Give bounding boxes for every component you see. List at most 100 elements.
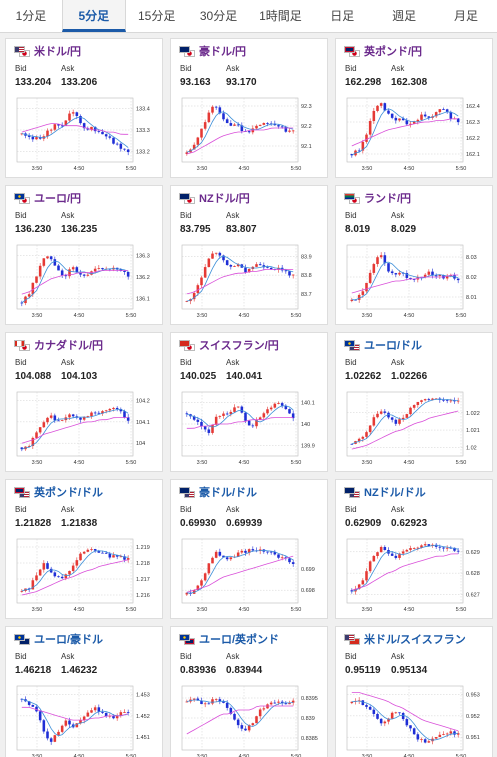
x-tick-label: 3:50: [32, 166, 43, 172]
candlestick-chart[interactable]: 1.453 1.452 1.451 3:50 4:50 5:50: [12, 684, 158, 757]
candle-down: [383, 411, 387, 413]
pair-name[interactable]: ユーロ/英ポンド: [199, 634, 280, 646]
ma-short-line: [351, 398, 459, 445]
tab-15m[interactable]: 15分足: [138, 9, 176, 23]
candle-up: [247, 549, 251, 553]
candle-down: [38, 137, 42, 139]
x-tick-label: 3:50: [197, 166, 208, 172]
candle-up: [409, 123, 412, 125]
currency-card[interactable]: 英ポンド/ドル Bid Ask 1.21828 1.21838 1.219 1.218 1.2…: [5, 479, 163, 619]
y-tick-label: 1.022: [466, 411, 480, 417]
candlestick-chart[interactable]: 8.03 8.02 8.01 3:50 4:50 5:50: [342, 243, 488, 321]
candlestick-chart[interactable]: 0.699 0.698 3:50 4:50 5:50: [177, 537, 323, 615]
pair-name[interactable]: NZドル/円: [199, 193, 250, 205]
currency-card[interactable]: ユーロ/ドル Bid Ask 1.02262 1.02266 1.022 1.021 1.02…: [335, 332, 493, 472]
pair-name[interactable]: 英ポンド/円: [364, 46, 423, 58]
candle-down: [112, 137, 115, 144]
currency-card[interactable]: 米ドル/スイスフラン Bid Ask 0.95119 0.95134 0.953 0.952…: [335, 626, 493, 757]
ma-long-line: [186, 555, 294, 593]
candlestick-chart[interactable]: 0.8395 0.839 0.8385 3:50 4:50 5:50: [177, 684, 323, 757]
tab-5m[interactable]: 5分足: [61, 0, 126, 32]
candle-up: [108, 408, 112, 411]
currency-card[interactable]: 英ポンド/円 Bid Ask 162.298 162.308 162.4 162.3 162.…: [335, 38, 493, 178]
x-tick-label: 5:50: [456, 607, 467, 613]
pair-name[interactable]: カナダドル/円: [34, 340, 104, 352]
tab-1h[interactable]: 1時間足: [259, 9, 302, 23]
candle-up: [35, 432, 38, 438]
pair-name[interactable]: 豪ドル/ドル: [199, 487, 258, 499]
ask-label: Ask: [61, 358, 75, 367]
eu-flag-icon: [344, 339, 355, 347]
currency-card[interactable]: 豪ドル/ドル Bid Ask 0.69930 0.69939 0.699 0.698 3:50…: [170, 479, 328, 619]
candle-down: [53, 572, 57, 577]
ma-long-line: [351, 692, 459, 732]
pair-name[interactable]: スイスフラン/円: [199, 340, 279, 352]
candlestick-chart[interactable]: 104.2 104.1 104 3:50 4:50 5:50: [12, 390, 158, 468]
currency-card[interactable]: スイスフラン/円 Bid Ask 140.025 140.041 140.1 140 139.…: [170, 332, 328, 472]
x-tick-label: 4:50: [74, 607, 85, 613]
y-tick-label: 0.953: [466, 693, 480, 699]
y-tick-label: 0.951: [466, 735, 480, 741]
tab-daily[interactable]: 日足: [330, 9, 355, 23]
candlestick-chart[interactable]: 1.022 1.021 1.02 3:50 4:50 5:50: [342, 390, 488, 468]
flag-icon: [344, 633, 360, 645]
y-tick-label: 162.1: [466, 152, 480, 158]
pair-name[interactable]: NZドル/ドル: [364, 487, 426, 499]
tab-1m[interactable]: 1分足: [15, 9, 47, 23]
currency-card[interactable]: 米ドル/円 Bid Ask 133.204 133.206 133.4 133.3 133.2…: [5, 38, 163, 178]
tab-weekly[interactable]: 週足: [392, 9, 417, 23]
candlestick-chart[interactable]: 0.629 0.628 0.627 3:50 4:50 5:50: [342, 537, 488, 615]
bid-value: 133.204: [15, 77, 52, 88]
pair-name[interactable]: ユーロ/円: [34, 193, 82, 205]
candlestick-chart[interactable]: 0.953 0.952 0.951 3:50 4:50 5:50: [342, 684, 488, 757]
candlestick-chart[interactable]: 83.9 83.8 83.7 3:50 4:50 5:50: [177, 243, 323, 321]
candle-up: [71, 267, 75, 270]
tab-30m[interactable]: 30分足: [199, 9, 238, 23]
candle-up: [365, 432, 368, 437]
x-tick-label: 5:50: [291, 313, 302, 319]
candle-up: [277, 403, 280, 404]
pair-name[interactable]: ランド/円: [364, 193, 412, 205]
currency-card[interactable]: ユーロ/英ポンド Bid Ask 0.83936 0.83944 0.8395 0.839 0…: [170, 626, 328, 757]
candle-up: [68, 570, 71, 575]
candlestick-chart[interactable]: 162.4 162.3 162.2 162.1 3:50 4:50 5:50: [342, 96, 488, 174]
pair-name[interactable]: 米ドル/スイスフラン: [364, 634, 466, 646]
ma-short-line: [21, 116, 129, 148]
candle-up: [93, 268, 97, 272]
nz-flag-icon: [179, 192, 190, 200]
candlestick-chart[interactable]: 133.4 133.3 133.2 3:50 4:50 5:50: [12, 96, 158, 174]
currency-card[interactable]: 豪ドル/円 Bid Ask 93.163 93.170 92.3 92.2 92.1 3:50 4…: [170, 38, 328, 178]
ma-long-line: [351, 274, 459, 294]
currency-card[interactable]: カナダドル/円 Bid Ask 104.088 104.103 104.2 104.1 104…: [5, 332, 163, 472]
pair-name[interactable]: 米ドル/円: [34, 46, 82, 58]
candlestick-chart[interactable]: 1.219 1.218 1.217 1.216 3:50 4:50 5:50: [12, 537, 158, 615]
currency-card[interactable]: NZドル/円 Bid Ask 83.795 83.807 83.9 83.8 83.7 3:50…: [170, 185, 328, 325]
currency-card[interactable]: ランド/円 Bid Ask 8.019 8.029 8.03 8.02 8.01 3:50 4:5…: [335, 185, 493, 325]
tab-monthly[interactable]: 月足: [454, 9, 479, 23]
ma-long-line: [21, 417, 129, 444]
candle-down: [409, 725, 412, 729]
currency-card[interactable]: ユーロ/豪ドル Bid Ask 1.46218 1.46232 1.453 1.452 1.4…: [5, 626, 163, 757]
pair-name[interactable]: ユーロ/豪ドル: [34, 634, 104, 646]
candle-down: [284, 270, 288, 272]
candle-up: [38, 427, 42, 433]
currency-card[interactable]: ユーロ/円 Bid Ask 136.230 136.235 136.3 136.2 136.1…: [5, 185, 163, 325]
currency-card[interactable]: NZドル/ドル Bid Ask 0.62909 0.62923 0.629 0.628 0.6…: [335, 479, 493, 619]
candlestick-chart[interactable]: 140.1 140 139.9 3:50 4:50 5:50: [177, 390, 323, 468]
candle-up: [27, 445, 31, 447]
candlestick-chart[interactable]: 136.3 136.2 136.1 3:50 4:50 5:50: [12, 243, 158, 321]
ask-value: 0.83944: [226, 665, 263, 676]
pair-name[interactable]: 英ポンド/ドル: [34, 487, 104, 499]
candle-down: [284, 703, 288, 705]
y-tick-label: 1.02: [466, 445, 477, 451]
candle-down: [412, 279, 416, 280]
candle-down: [123, 148, 126, 150]
candle-up: [434, 112, 438, 117]
pair-name[interactable]: ユーロ/ドル: [364, 340, 423, 352]
ask-label: Ask: [61, 505, 75, 514]
candle-up: [357, 294, 361, 300]
bid-label: Bid: [15, 358, 27, 367]
candle-down: [53, 415, 57, 421]
pair-name[interactable]: 豪ドル/円: [199, 46, 247, 58]
candlestick-chart[interactable]: 92.3 92.2 92.1 3:50 4:50 5:50: [177, 96, 323, 174]
